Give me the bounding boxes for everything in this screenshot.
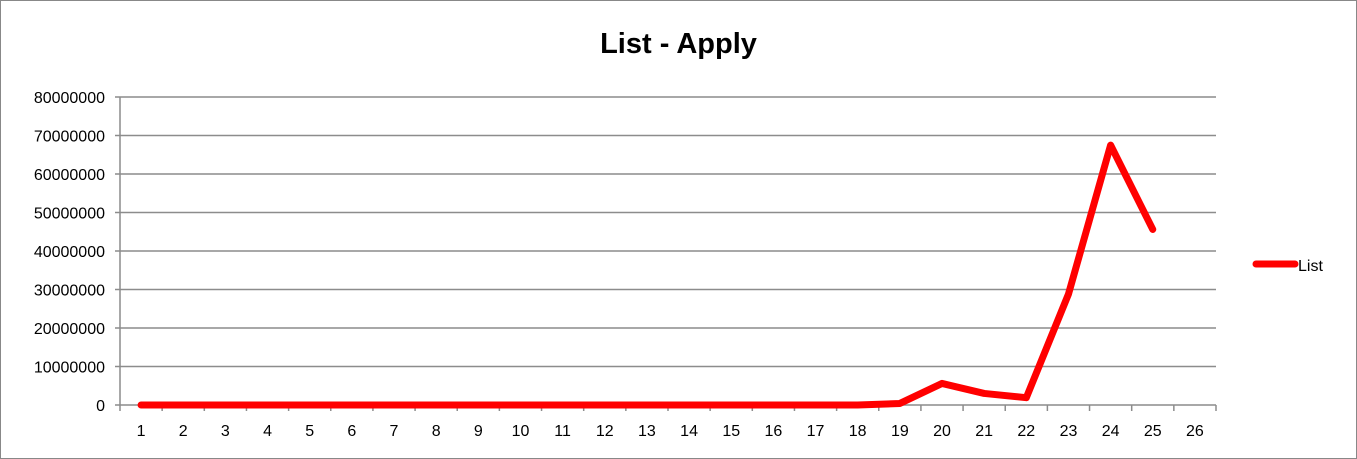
x-tick-label: 26 — [1186, 423, 1204, 440]
x-tick-label: 17 — [807, 423, 825, 440]
y-tick-label: 10000000 — [34, 360, 105, 377]
x-tick-label: 11 — [554, 423, 571, 440]
x-tick-label: 25 — [1144, 423, 1162, 440]
x-tick-label: 3 — [221, 423, 230, 440]
x-tick-label: 10 — [512, 423, 530, 440]
y-tick-label: 80000000 — [34, 90, 105, 107]
y-tick-label: 40000000 — [34, 244, 105, 261]
x-tick-label: 18 — [849, 423, 867, 440]
x-tick-label: 16 — [764, 423, 782, 440]
x-tick-label: 9 — [474, 423, 483, 440]
x-tick-label: 19 — [891, 423, 909, 440]
y-tick-label: 70000000 — [34, 129, 105, 146]
x-tick-label: 5 — [305, 423, 314, 440]
x-tick-label: 6 — [347, 423, 356, 440]
y-tick-label: 0 — [96, 398, 105, 415]
y-tick-label: 30000000 — [34, 283, 105, 300]
x-tick-label: 21 — [975, 423, 993, 440]
chart-title: List - Apply — [600, 28, 757, 60]
x-tick-label: 24 — [1102, 423, 1120, 440]
x-tick-label: 14 — [680, 423, 698, 440]
y-tick-label: 20000000 — [34, 321, 105, 338]
x-tick-label: 12 — [596, 423, 614, 440]
x-tick-label: 8 — [432, 423, 441, 440]
x-tick-label: 22 — [1017, 423, 1035, 440]
x-tick-label: 7 — [390, 423, 399, 440]
x-tick-label: 2 — [179, 423, 188, 440]
x-tick-label: 1 — [137, 423, 146, 440]
x-tick-label: 13 — [638, 423, 656, 440]
x-tick-label: 15 — [722, 423, 740, 440]
x-tick-label: 4 — [263, 423, 272, 440]
x-tick-label: 20 — [933, 423, 951, 440]
legend-label: List — [1298, 258, 1323, 275]
y-tick-label: 50000000 — [34, 206, 105, 223]
x-tick-label: 23 — [1060, 423, 1078, 440]
y-tick-label: 60000000 — [34, 167, 105, 184]
